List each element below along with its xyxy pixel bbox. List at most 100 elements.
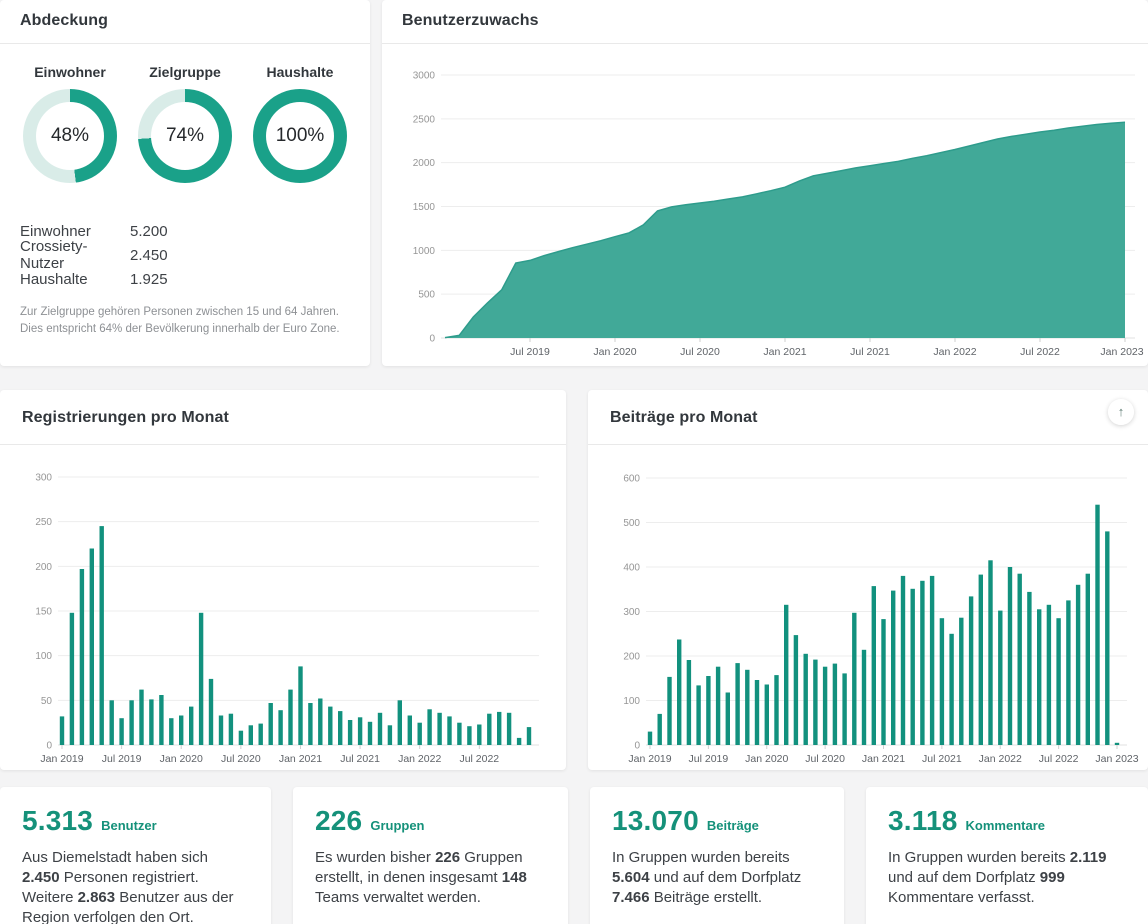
arrow-up-icon: ↑	[1117, 404, 1125, 419]
svg-text:0: 0	[429, 334, 435, 345]
gauge-label: Zielgruppe	[149, 64, 221, 80]
svg-text:Jul 2021: Jul 2021	[340, 753, 380, 765]
posts-title: Beiträge pro Monat	[610, 409, 758, 426]
summary-text: In Gruppen wurden bereits 2.119 und auf …	[888, 849, 1107, 906]
summary-value: 3.118	[888, 805, 958, 836]
svg-text:3000: 3000	[413, 71, 436, 82]
svg-text:Jan 2023: Jan 2023	[1095, 753, 1138, 765]
registrations-title: Registrierungen pro Monat	[22, 409, 229, 426]
stat-label: Haushalte	[20, 270, 88, 288]
user-growth-chart: 0 500 1000 1500 2000 2500 3000 Jul 2019 Jan 2020…	[382, 44, 1148, 366]
svg-text:Jul 2021: Jul 2021	[922, 753, 962, 765]
gauge-percent: 74%	[165, 125, 205, 146]
gauge-label: Einwohner	[34, 64, 106, 80]
svg-text:Jul 2022: Jul 2022	[1020, 346, 1060, 358]
svg-text:2500: 2500	[413, 114, 436, 125]
donut-chart: 48%	[23, 89, 117, 183]
stat-label: Einwohner	[20, 222, 91, 240]
svg-text:Jan 2019: Jan 2019	[40, 753, 83, 765]
svg-text:Jul 2019: Jul 2019	[510, 346, 550, 358]
coverage-card: Abdeckung Einwohner 48% Zielgruppe 74% H…	[0, 0, 370, 366]
svg-text:200: 200	[623, 652, 640, 663]
summary-label: Gruppen	[370, 818, 425, 833]
stat-row: Crossiety-Nutzer 2.450	[20, 238, 350, 272]
svg-text:Jan 2019: Jan 2019	[628, 753, 671, 765]
area-chart: 0 500 1000 1500 2000 2500 3000 Jul 2019 Jan 2020…	[413, 71, 1144, 359]
svg-text:600: 600	[623, 474, 640, 485]
top-row: Abdeckung Einwohner 48% Zielgruppe 74% H…	[0, 0, 1148, 366]
summary-label: Beiträge	[706, 818, 759, 833]
svg-text:Jan 2021: Jan 2021	[763, 346, 806, 358]
svg-text:Jul 2021: Jul 2021	[850, 346, 890, 358]
coverage-card-body: Einwohner 48% Zielgruppe 74% Haushalte 1…	[0, 44, 370, 338]
svg-text:Jul 2020: Jul 2020	[805, 753, 845, 765]
summary-card-beitraege: 13.070 Beiträge In Gruppen wurden bereit…	[590, 787, 844, 924]
user-growth-title: Benutzerzuwachs	[402, 12, 539, 29]
registrations-chart: 0 50 100 150 200 250 300 Jan 2019 Jul 2019 Jan 20…	[0, 445, 566, 770]
posts-chart: 0 100 200 300 400 500 600 Jan 2019 Jul 2019 Jan 2…	[588, 445, 1148, 770]
stat-value: 5.200	[130, 222, 168, 240]
summary-card-gruppen: 226 Gruppen Es wurden bisher 226 Gruppen…	[293, 787, 568, 924]
summary-value: 5.313	[22, 805, 94, 836]
coverage-stats: Einwohner 5.200 Crossiety-Nutzer 2.450 H…	[20, 219, 350, 291]
svg-text:400: 400	[623, 563, 640, 574]
svg-text:250: 250	[35, 517, 52, 528]
svg-text:500: 500	[623, 518, 640, 529]
summary-label: Benutzer	[101, 818, 157, 833]
gauge-zielgruppe: Zielgruppe 74%	[133, 64, 237, 183]
svg-text:Jan 2020: Jan 2020	[593, 346, 636, 358]
svg-text:1000: 1000	[413, 246, 436, 257]
svg-text:100: 100	[35, 651, 52, 662]
svg-text:Jul 2020: Jul 2020	[221, 753, 261, 765]
summary-row: 5.313 Benutzer Aus Diemelstadt haben sic…	[0, 787, 1148, 924]
coverage-card-header: Abdeckung	[0, 0, 370, 44]
svg-text:500: 500	[418, 290, 435, 301]
svg-text:Jul 2020: Jul 2020	[680, 346, 720, 358]
svg-text:Jul 2019: Jul 2019	[689, 753, 729, 765]
posts-header: Beiträge pro Monat ↑	[588, 390, 1148, 445]
user-growth-header: Benutzerzuwachs	[382, 0, 1148, 44]
gauge-haushalte: Haushalte 100%	[248, 64, 352, 183]
donut-chart: 74%	[138, 89, 232, 183]
summary-card-benutzer: 5.313 Benutzer Aus Diemelstadt haben sic…	[0, 787, 271, 924]
svg-text:200: 200	[35, 562, 52, 573]
stat-value: 1.925	[130, 270, 168, 288]
svg-text:Jan 2020: Jan 2020	[160, 753, 203, 765]
svg-text:Jan 2023: Jan 2023	[1100, 346, 1143, 358]
stat-row: Einwohner 5.200	[20, 219, 350, 243]
svg-text:50: 50	[41, 696, 53, 707]
gauge-label: Haushalte	[266, 64, 334, 80]
user-growth-card: Benutzerzuwachs 0 500 1000 1500 2000 2500 3000…	[382, 0, 1148, 366]
summary-card-kommentare: 3.118 Kommentare In Gruppen wurden berei…	[866, 787, 1148, 924]
donut-chart: 100%	[253, 89, 347, 183]
bar-chart: 0 50 100 150 200 250 300 Jan 2019 Jul 2019 Jan 20…	[35, 473, 539, 765]
svg-text:Jan 2020: Jan 2020	[745, 753, 788, 765]
coverage-footnote: Zur Zielgruppe gehören Personen zwischen…	[20, 306, 340, 335]
summary-label: Kommentare	[965, 818, 1045, 833]
svg-text:Jan 2022: Jan 2022	[933, 346, 976, 358]
svg-text:0: 0	[634, 741, 640, 752]
summary-head: 3.118 Kommentare	[888, 805, 1126, 837]
scroll-top-button[interactable]: ↑	[1108, 399, 1134, 425]
summary-head: 13.070 Beiträge	[612, 805, 822, 837]
summary-value: 226	[315, 805, 363, 836]
svg-text:300: 300	[35, 473, 52, 484]
registrations-card: Registrierungen pro Monat 0 50 100 150 200 25…	[0, 390, 566, 770]
svg-text:Jan 2022: Jan 2022	[398, 753, 441, 765]
stat-value: 2.450	[130, 246, 168, 264]
registrations-header: Registrierungen pro Monat	[0, 390, 566, 445]
svg-text:Jan 2021: Jan 2021	[862, 753, 905, 765]
svg-text:Jul 2019: Jul 2019	[102, 753, 142, 765]
svg-text:Jan 2021: Jan 2021	[279, 753, 322, 765]
svg-text:1500: 1500	[413, 202, 436, 213]
stat-row: Haushalte 1.925	[20, 267, 350, 291]
svg-text:150: 150	[35, 607, 52, 618]
svg-text:Jul 2022: Jul 2022	[1039, 753, 1079, 765]
svg-text:0: 0	[46, 741, 52, 752]
summary-head: 226 Gruppen	[315, 805, 546, 837]
svg-text:2000: 2000	[413, 158, 436, 169]
svg-text:Jul 2022: Jul 2022	[459, 753, 499, 765]
bar-chart: 0 100 200 300 400 500 600 Jan 2019 Jul 2019 Jan 2…	[623, 474, 1138, 766]
posts-card: Beiträge pro Monat ↑ 0 100 200 300 400 500 600…	[588, 390, 1148, 770]
